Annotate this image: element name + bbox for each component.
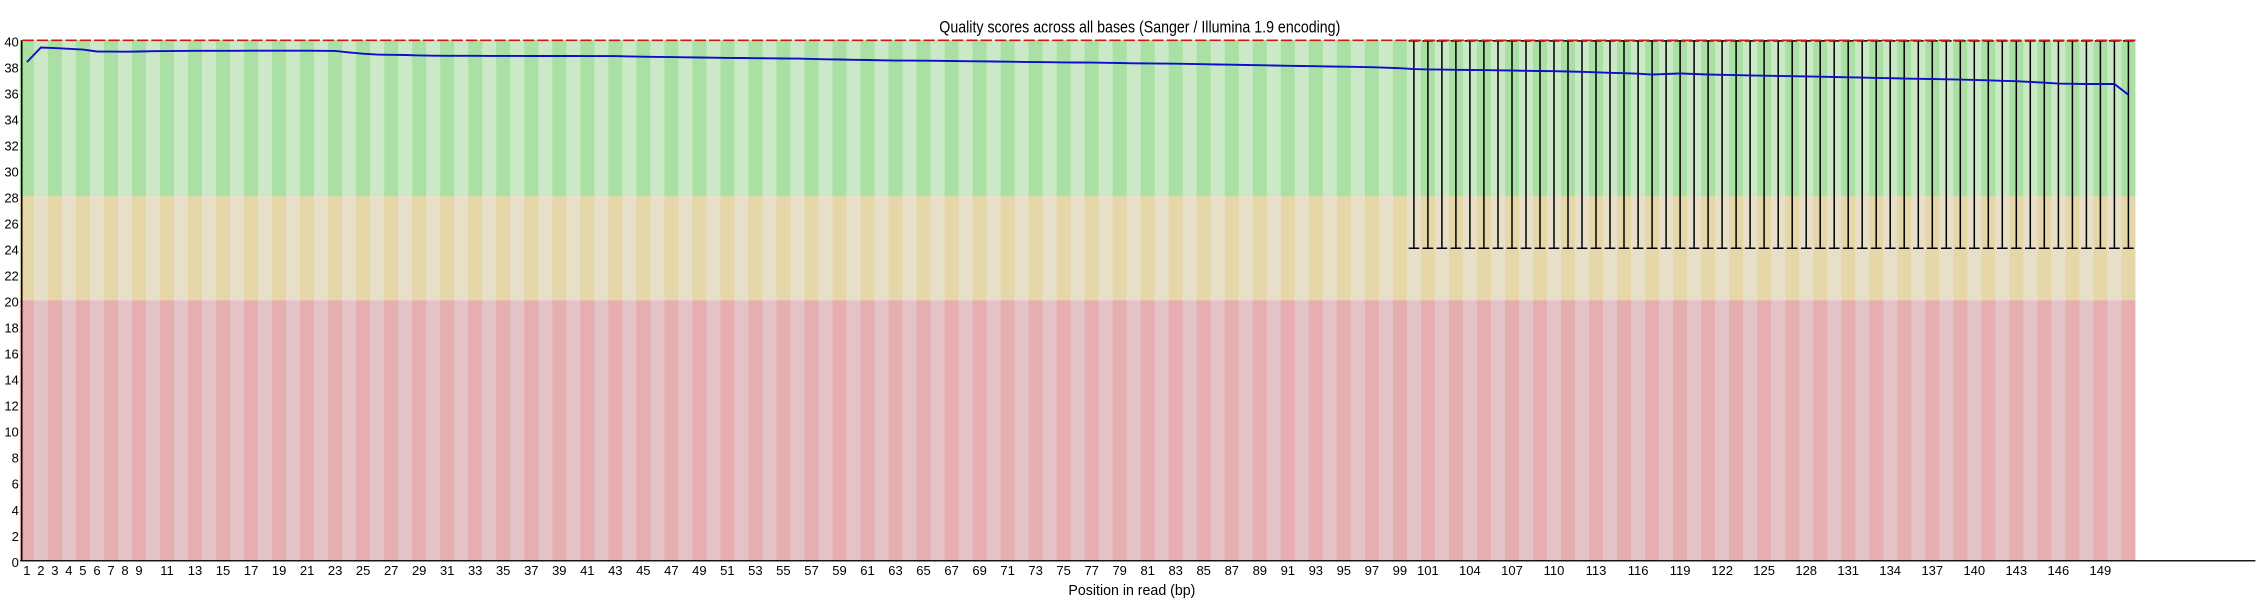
- svg-text:110: 110: [1544, 563, 1565, 578]
- svg-text:71: 71: [1000, 563, 1014, 578]
- svg-text:99: 99: [1393, 563, 1407, 578]
- svg-text:116: 116: [1628, 563, 1649, 578]
- svg-text:8: 8: [12, 451, 19, 466]
- svg-text:32: 32: [4, 138, 18, 153]
- svg-text:146: 146: [2048, 563, 2070, 578]
- svg-text:91: 91: [1281, 563, 1295, 578]
- svg-text:137: 137: [1921, 563, 1943, 578]
- svg-text:2: 2: [37, 563, 44, 578]
- svg-text:63: 63: [888, 563, 902, 578]
- svg-text:3: 3: [51, 563, 58, 578]
- svg-text:37: 37: [524, 563, 538, 578]
- svg-text:122: 122: [1711, 563, 1733, 578]
- svg-text:36: 36: [4, 86, 18, 101]
- svg-text:1: 1: [23, 563, 30, 578]
- svg-text:53: 53: [748, 563, 762, 578]
- svg-text:97: 97: [1365, 563, 1379, 578]
- svg-text:2: 2: [12, 529, 19, 544]
- svg-text:24: 24: [4, 243, 18, 258]
- svg-text:4: 4: [12, 503, 19, 518]
- svg-text:49: 49: [692, 563, 706, 578]
- svg-text:47: 47: [664, 563, 678, 578]
- svg-text:18: 18: [4, 321, 18, 336]
- svg-text:69: 69: [972, 563, 986, 578]
- svg-text:7: 7: [107, 563, 114, 578]
- svg-text:12: 12: [4, 399, 18, 414]
- svg-text:134: 134: [1879, 563, 1901, 578]
- svg-text:143: 143: [2005, 563, 2027, 578]
- svg-text:30: 30: [4, 164, 18, 179]
- svg-text:22: 22: [4, 269, 18, 284]
- svg-text:128: 128: [1795, 563, 1817, 578]
- svg-text:125: 125: [1753, 563, 1775, 578]
- svg-text:26: 26: [4, 217, 18, 232]
- svg-text:43: 43: [608, 563, 622, 578]
- svg-text:51: 51: [720, 563, 734, 578]
- svg-text:85: 85: [1196, 563, 1210, 578]
- svg-text:119: 119: [1670, 563, 1691, 578]
- svg-text:55: 55: [776, 563, 790, 578]
- svg-text:131: 131: [1837, 563, 1859, 578]
- svg-text:35: 35: [496, 563, 510, 578]
- svg-text:77: 77: [1084, 563, 1098, 578]
- svg-text:93: 93: [1309, 563, 1323, 578]
- svg-text:31: 31: [440, 563, 454, 578]
- svg-text:81: 81: [1140, 563, 1154, 578]
- svg-text:13: 13: [188, 563, 202, 578]
- svg-text:28: 28: [4, 191, 18, 206]
- svg-text:67: 67: [944, 563, 958, 578]
- svg-text:17: 17: [244, 563, 258, 578]
- svg-text:107: 107: [1501, 563, 1523, 578]
- svg-text:95: 95: [1337, 563, 1351, 578]
- svg-text:14: 14: [4, 373, 18, 388]
- svg-text:Quality scores across all base: Quality scores across all bases (Sanger …: [939, 18, 1340, 37]
- svg-text:101: 101: [1417, 563, 1439, 578]
- svg-text:6: 6: [93, 563, 100, 578]
- svg-text:Position in read (bp): Position in read (bp): [1068, 583, 1195, 599]
- svg-text:89: 89: [1253, 563, 1267, 578]
- svg-text:87: 87: [1225, 563, 1239, 578]
- svg-text:79: 79: [1112, 563, 1126, 578]
- svg-text:59: 59: [832, 563, 846, 578]
- svg-text:8: 8: [121, 563, 128, 578]
- svg-text:73: 73: [1028, 563, 1042, 578]
- svg-text:57: 57: [804, 563, 818, 578]
- svg-text:61: 61: [860, 563, 874, 578]
- svg-text:23: 23: [328, 563, 342, 578]
- svg-text:75: 75: [1056, 563, 1070, 578]
- svg-text:29: 29: [412, 563, 426, 578]
- svg-text:38: 38: [4, 60, 18, 75]
- svg-text:0: 0: [12, 555, 19, 570]
- svg-text:19: 19: [272, 563, 286, 578]
- svg-text:39: 39: [552, 563, 566, 578]
- svg-text:25: 25: [356, 563, 370, 578]
- svg-text:149: 149: [2090, 563, 2112, 578]
- svg-text:34: 34: [4, 112, 18, 127]
- svg-text:10: 10: [4, 425, 18, 440]
- svg-text:21: 21: [300, 563, 314, 578]
- svg-text:5: 5: [79, 563, 86, 578]
- svg-text:113: 113: [1586, 563, 1607, 578]
- svg-text:11: 11: [160, 563, 174, 578]
- svg-text:40: 40: [4, 34, 18, 49]
- svg-text:4: 4: [65, 563, 72, 578]
- svg-text:9: 9: [135, 563, 142, 578]
- svg-text:15: 15: [216, 563, 230, 578]
- svg-text:41: 41: [580, 563, 594, 578]
- svg-text:45: 45: [636, 563, 650, 578]
- svg-text:20: 20: [4, 295, 18, 310]
- svg-text:33: 33: [468, 563, 482, 578]
- svg-text:16: 16: [4, 347, 18, 362]
- svg-text:140: 140: [1963, 563, 1985, 578]
- svg-text:104: 104: [1459, 563, 1481, 578]
- svg-text:83: 83: [1168, 563, 1182, 578]
- svg-text:65: 65: [916, 563, 930, 578]
- svg-text:27: 27: [384, 563, 398, 578]
- svg-text:6: 6: [12, 477, 19, 492]
